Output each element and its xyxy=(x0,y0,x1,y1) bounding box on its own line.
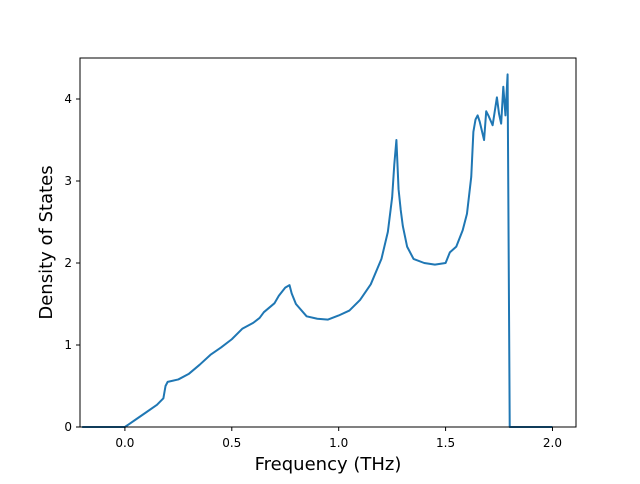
x-axis-label: Frequency (THz) xyxy=(255,454,402,475)
dos-series-line-0 xyxy=(82,73,553,428)
y-tick-label: 2 xyxy=(64,256,72,270)
x-tick-label: 1.5 xyxy=(436,436,455,450)
axes-frame xyxy=(79,57,577,428)
y-tick-label: 1 xyxy=(64,338,72,352)
x-axis-ticks: 0.0 0.5 1.0 1.5 2.0 xyxy=(115,427,562,450)
y-tick-label: 3 xyxy=(64,174,72,188)
x-tick-label: 2.0 xyxy=(543,436,562,450)
x-tick-label: 1.0 xyxy=(329,436,348,450)
y-tick-label: 0 xyxy=(64,420,72,434)
x-tick-label: 0.5 xyxy=(222,436,241,450)
y-tick-label: 4 xyxy=(64,92,72,106)
plot-area xyxy=(82,73,553,428)
y-axis-ticks: 0 1 2 3 4 xyxy=(64,92,80,434)
x-tick-label: 0.0 xyxy=(115,436,134,450)
y-axis-label: Density of States xyxy=(36,165,57,319)
